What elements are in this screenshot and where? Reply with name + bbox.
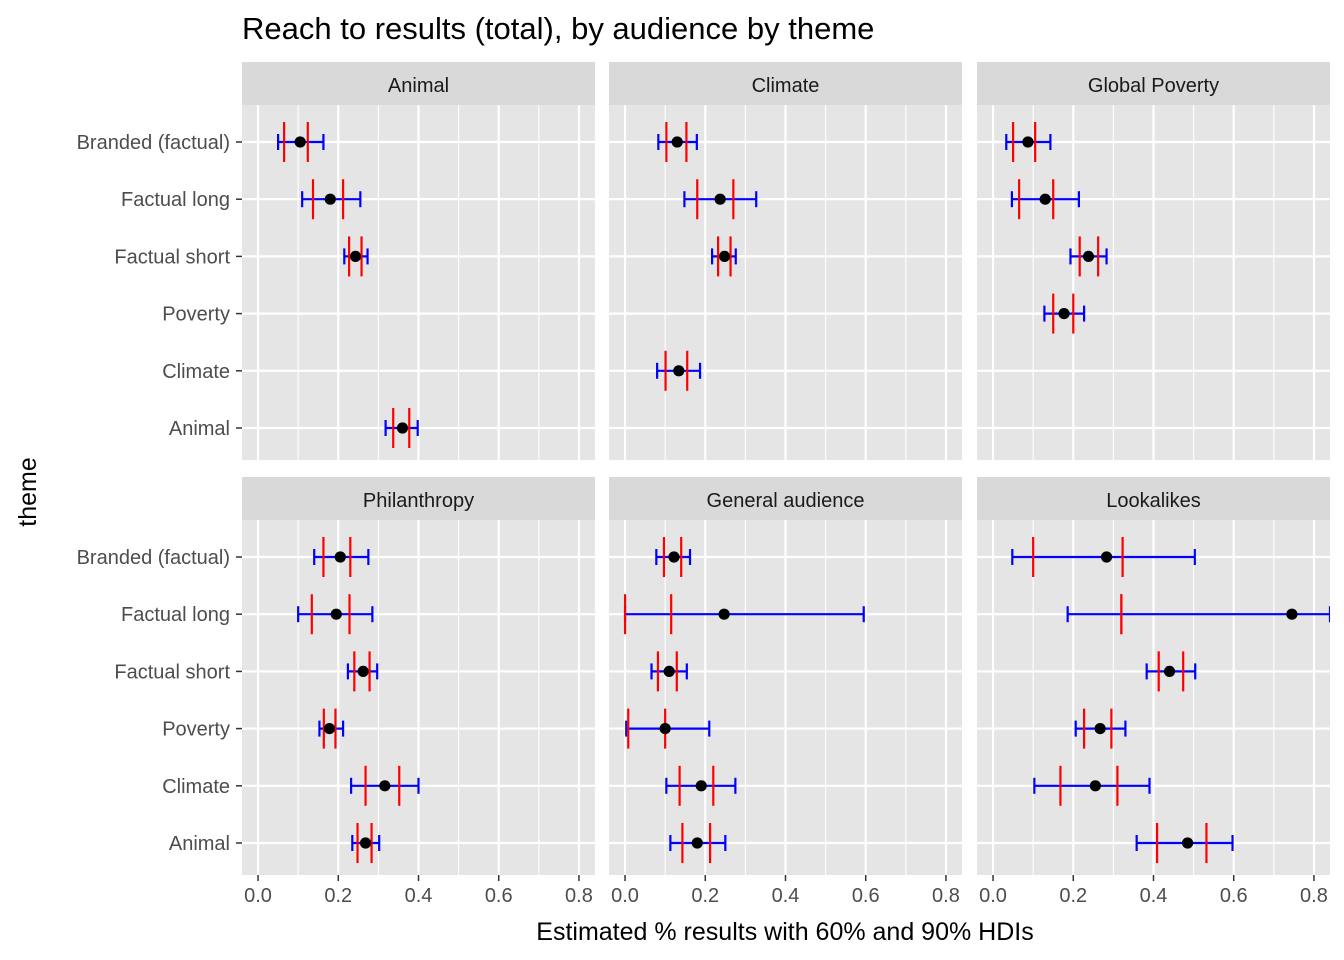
facet-strip-label: Philanthropy — [363, 490, 474, 512]
estimate-point — [349, 250, 362, 262]
estimate-point — [1089, 780, 1101, 792]
data-marks — [277, 122, 419, 448]
y-tick-label: Climate — [162, 776, 230, 798]
y-tick-label: Animal — [169, 418, 230, 440]
estimate-point — [1058, 308, 1070, 320]
estimate-point — [714, 193, 726, 205]
estimate-point — [1094, 723, 1106, 735]
x-tick-label: 0.6 — [1220, 885, 1248, 907]
data-marks — [297, 537, 420, 863]
facet-strip-label: Lookalikes — [1106, 490, 1201, 512]
x-tick-label: 0.6 — [485, 885, 513, 907]
x-tick-label: 0.6 — [852, 885, 880, 907]
data-marks — [1005, 122, 1108, 334]
facet-strip-label: Climate — [752, 75, 820, 97]
data-marks — [623, 537, 865, 863]
facet-panel-5: Lookalikes 0.0 0.2 0.4 0.6 0.8 — [977, 477, 1330, 907]
facet-strip-label: General audience — [707, 490, 865, 512]
data-marks — [656, 122, 758, 391]
estimate-point — [671, 136, 683, 148]
facet-strip — [977, 62, 1330, 105]
estimate-point — [659, 723, 671, 735]
x-tick-label: 0.4 — [405, 885, 433, 907]
facet-strip-label: Animal — [388, 75, 449, 97]
estimate-point — [379, 780, 391, 792]
x-tick-label: 0.8 — [565, 885, 593, 907]
x-tick-label: 0.8 — [1300, 885, 1328, 907]
estimate-point — [718, 608, 730, 620]
facet-strip — [242, 62, 595, 105]
facet-panel-0: Animal Branded (factual) Factual long Factu… — [77, 62, 595, 460]
x-tick-label: 0.0 — [979, 885, 1007, 907]
x-tick-label: 0.4 — [772, 885, 800, 907]
y-tick-label: Poverty — [162, 719, 230, 741]
facet-panel-4: General audience 0.0 0.2 0.4 0.6 0.8 — [609, 477, 962, 907]
x-tick-label: 0.2 — [1059, 885, 1087, 907]
x-tick-label: 0.8 — [932, 885, 960, 907]
estimate-point — [324, 193, 336, 205]
estimate-point — [294, 136, 306, 148]
x-tick-label: 0.4 — [1140, 885, 1168, 907]
facet-strip — [977, 477, 1330, 520]
estimate-point — [1286, 608, 1298, 620]
estimate-point — [668, 551, 680, 563]
estimate-point — [396, 422, 409, 434]
y-tick-label: Factual long — [121, 189, 230, 211]
estimate-point — [1163, 665, 1176, 678]
chart-title: Reach to results (total), by audience by… — [242, 11, 874, 46]
y-tick-label: Factual short — [114, 661, 230, 683]
facet-panels: Animal Branded (factual) Factual long Factu… — [77, 62, 1330, 907]
facet-panel-1: Climate — [609, 62, 962, 460]
estimate-point — [330, 608, 342, 620]
estimate-point — [695, 780, 707, 792]
y-axis-title: theme — [14, 457, 42, 526]
estimate-point — [357, 665, 369, 678]
y-tick-label: Branded (factual) — [77, 547, 230, 569]
y-tick-label: Poverty — [162, 304, 230, 326]
facet-panel-3: Philanthropy 0.0 0.2 0.4 0.6 0.8 Branded (fact… — [77, 477, 595, 907]
facet-strip — [609, 477, 962, 520]
x-tick-label: 0.2 — [691, 885, 719, 907]
x-tick-label: 0.2 — [324, 885, 352, 907]
data-marks — [1011, 537, 1330, 863]
facet-strip-label: Global Poverty — [1088, 75, 1219, 97]
estimate-point — [691, 837, 703, 849]
estimate-point — [1082, 250, 1095, 262]
estimate-point — [334, 551, 346, 563]
facet-strip — [242, 477, 595, 520]
x-axis-title: Estimated % results with 60% and 90% HDI… — [536, 918, 1033, 946]
y-tick-label: Animal — [169, 833, 230, 855]
estimate-point — [1100, 551, 1113, 563]
y-tick-label: Climate — [162, 361, 230, 383]
estimate-point — [673, 365, 685, 377]
estimate-point — [323, 723, 336, 735]
y-tick-label: Factual long — [121, 604, 230, 626]
estimate-point — [1181, 837, 1194, 849]
facet-strip — [609, 62, 962, 105]
estimate-point — [1039, 193, 1051, 205]
y-tick-label: Branded (factual) — [77, 132, 230, 154]
estimate-point — [1022, 136, 1034, 148]
x-tick-label: 0.0 — [244, 885, 272, 907]
y-tick-label: Factual short — [114, 246, 230, 268]
x-tick-label: 0.0 — [611, 885, 639, 907]
estimate-point — [663, 665, 675, 678]
estimate-point — [359, 837, 372, 849]
facet-panel-2: Global Poverty — [977, 62, 1330, 460]
estimate-point — [718, 250, 731, 262]
